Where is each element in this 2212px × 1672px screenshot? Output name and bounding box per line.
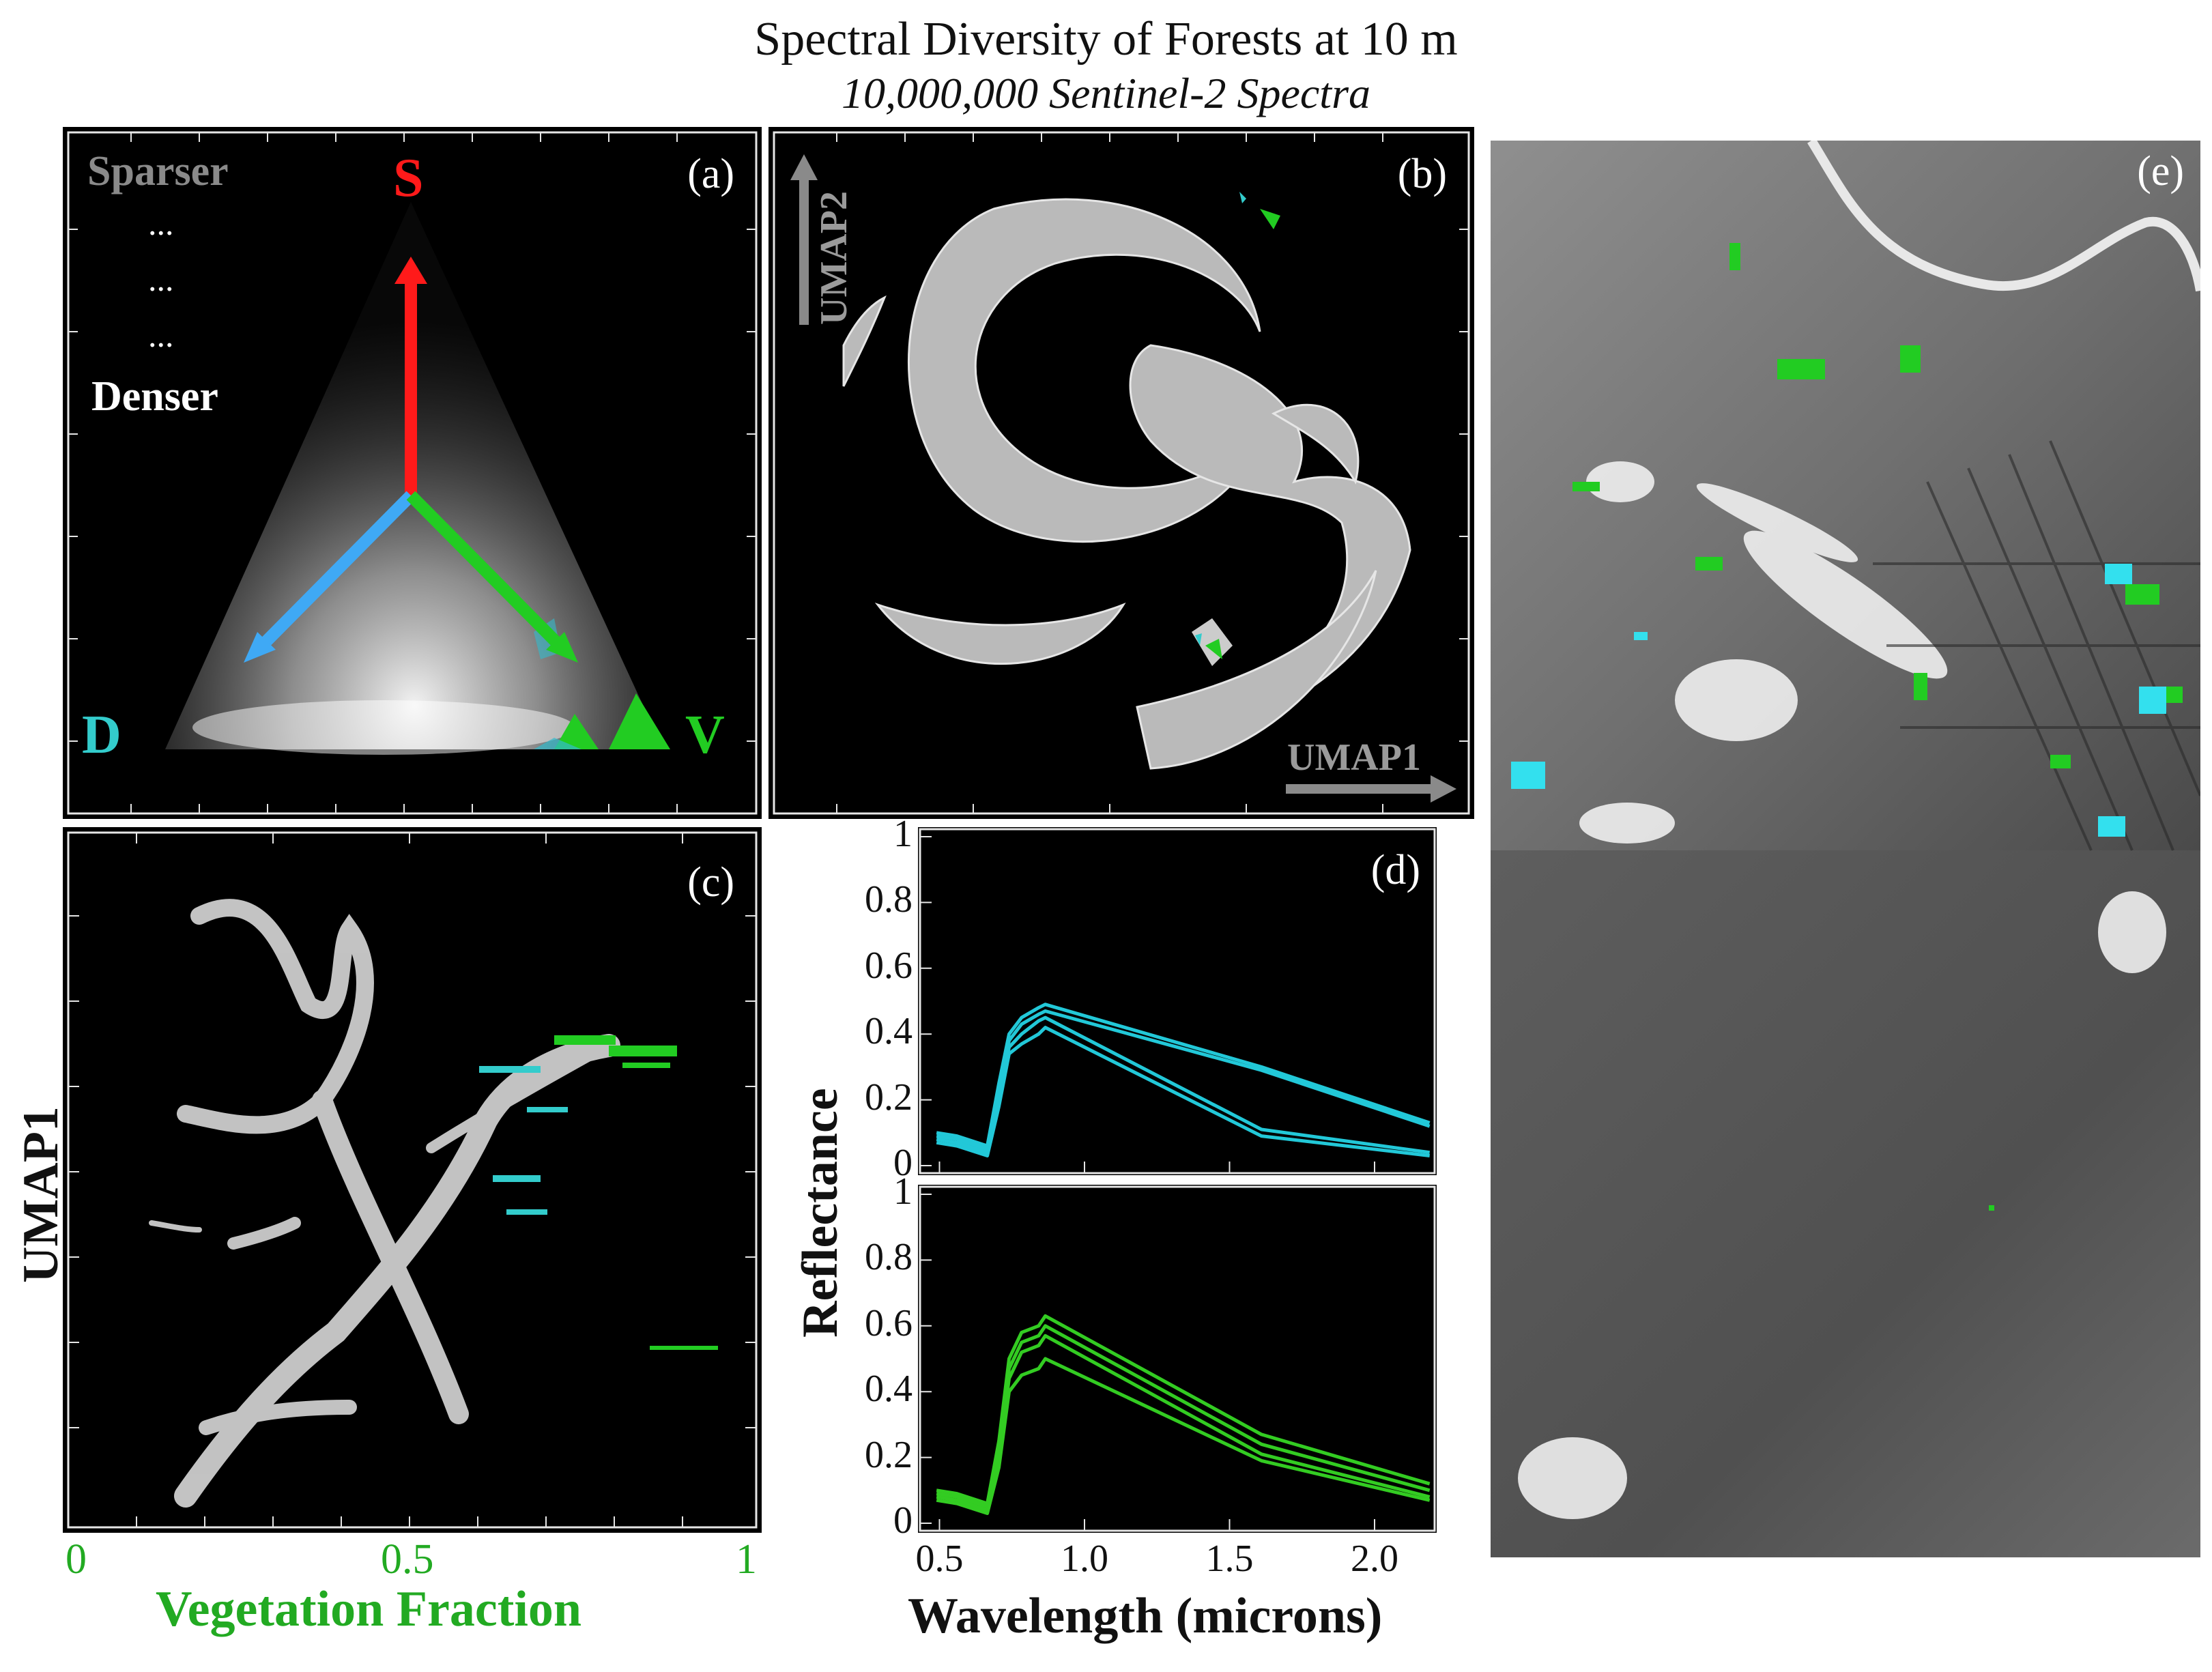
- panel-b-plot: [773, 131, 1470, 815]
- umap1-axis-label: UMAP1: [1287, 736, 1421, 779]
- vegetation-cluster: [554, 693, 670, 749]
- ytick-label: 0.8: [865, 878, 913, 921]
- spectrum-line-2: [936, 1009, 1431, 1151]
- spectrum-line-4: [936, 1026, 1430, 1157]
- ytick-label: 0.4: [865, 1010, 913, 1053]
- ytick-label: 0.6: [865, 1301, 913, 1344]
- spectrum-line-1: [936, 1314, 1431, 1505]
- vertex-v-label: V: [685, 705, 725, 765]
- panel-c-xlabel: Vegetation Fraction: [156, 1581, 582, 1637]
- spectrum-line-4: [936, 1357, 1431, 1515]
- panel-e: (e): [1491, 138, 2205, 1557]
- panel-d-bottom: [918, 1185, 1437, 1533]
- panel-a: (a) Sparser ... ... ... Denser S D V: [63, 127, 762, 819]
- denser-label: Denser: [91, 373, 218, 420]
- panel-c-plot: [67, 831, 758, 1529]
- trajectory-cross: [312, 1090, 469, 1424]
- spectrum-line-2: [936, 1324, 1431, 1509]
- panel-b: (b) UMAP2 UMAP1: [769, 127, 1474, 819]
- trajectory-lower: [174, 1034, 620, 1508]
- trajectory-upper: [177, 899, 374, 1134]
- bright-river: [1807, 138, 2205, 292]
- xtick-label: 1.0: [1061, 1538, 1108, 1580]
- density-dots-3: ...: [148, 316, 174, 354]
- umap-manifold-main: [908, 198, 1261, 543]
- umap-manifold-tail: [1136, 570, 1377, 770]
- xtick-label: 1.5: [1205, 1538, 1254, 1580]
- panel-c: (c): [63, 827, 762, 1533]
- spectrum-line-1: [936, 1003, 1431, 1148]
- xtick-label: 0.5: [915, 1538, 964, 1580]
- panel-b-tag: (b): [1397, 151, 1447, 197]
- figure-subtitle: 10,000,000 Sentinel-2 Spectra: [842, 69, 1370, 117]
- panel-d-xlabel: Wavelength (microns): [908, 1588, 1383, 1644]
- field-pattern: [1873, 440, 2202, 851]
- spectra-frame: [919, 828, 1436, 1174]
- panel-c-xtick-05: 0.5: [381, 1536, 434, 1583]
- density-dots-2: ...: [148, 260, 174, 298]
- ytick-label: 0: [893, 1499, 913, 1542]
- panel-a-tag: (a): [687, 151, 734, 197]
- density-dots-1: ...: [148, 204, 174, 242]
- arrow-v: [406, 491, 566, 652]
- ytick-label: 0.6: [865, 944, 913, 987]
- panel-d-bottom-plot: [919, 1185, 1436, 1532]
- panel-c-tag: (c): [687, 859, 734, 906]
- vertex-s-label: S: [393, 148, 424, 208]
- ytick-label: 0.2: [865, 1433, 913, 1476]
- ytick-label: 1: [893, 813, 913, 855]
- ytick-label: 0.8: [865, 1236, 913, 1279]
- panel-c-ylabel: UMAP1: [13, 1106, 69, 1283]
- spectrum-line-3: [936, 1015, 1431, 1155]
- panel-d-top: (d): [918, 827, 1437, 1175]
- ytick-label: 0.2: [865, 1076, 913, 1119]
- xtick-label: 2.0: [1351, 1538, 1398, 1580]
- panel-d-tag: (d): [1370, 847, 1420, 893]
- panel-d-top-plot: [919, 828, 1436, 1174]
- umap2-axis-label: UMAP2: [813, 191, 855, 325]
- ytick-label: 0.4: [865, 1368, 913, 1411]
- ytick-label: 1: [893, 1170, 913, 1213]
- panel-a-plot: [67, 131, 758, 815]
- panel-c-xtick-1: 1: [736, 1536, 757, 1583]
- vertex-d-label: D: [82, 705, 121, 765]
- arrow-d: [256, 491, 416, 652]
- panel-d-ylabel: Reflectance: [792, 1088, 848, 1338]
- panel-c-xtick-0: 0: [66, 1536, 87, 1583]
- umap-manifold-crescent: [874, 602, 1126, 665]
- spectra-frame: [919, 1185, 1436, 1532]
- sparser-label: Sparser: [87, 148, 229, 194]
- ytick-label: 0: [893, 1142, 913, 1184]
- satellite-image: [1491, 138, 2205, 1557]
- panel-e-tag: (e): [2137, 148, 2184, 194]
- spectrum-line-3: [936, 1334, 1431, 1512]
- figure-title: Spectral Diversity of Forests at 10 m: [754, 13, 1458, 66]
